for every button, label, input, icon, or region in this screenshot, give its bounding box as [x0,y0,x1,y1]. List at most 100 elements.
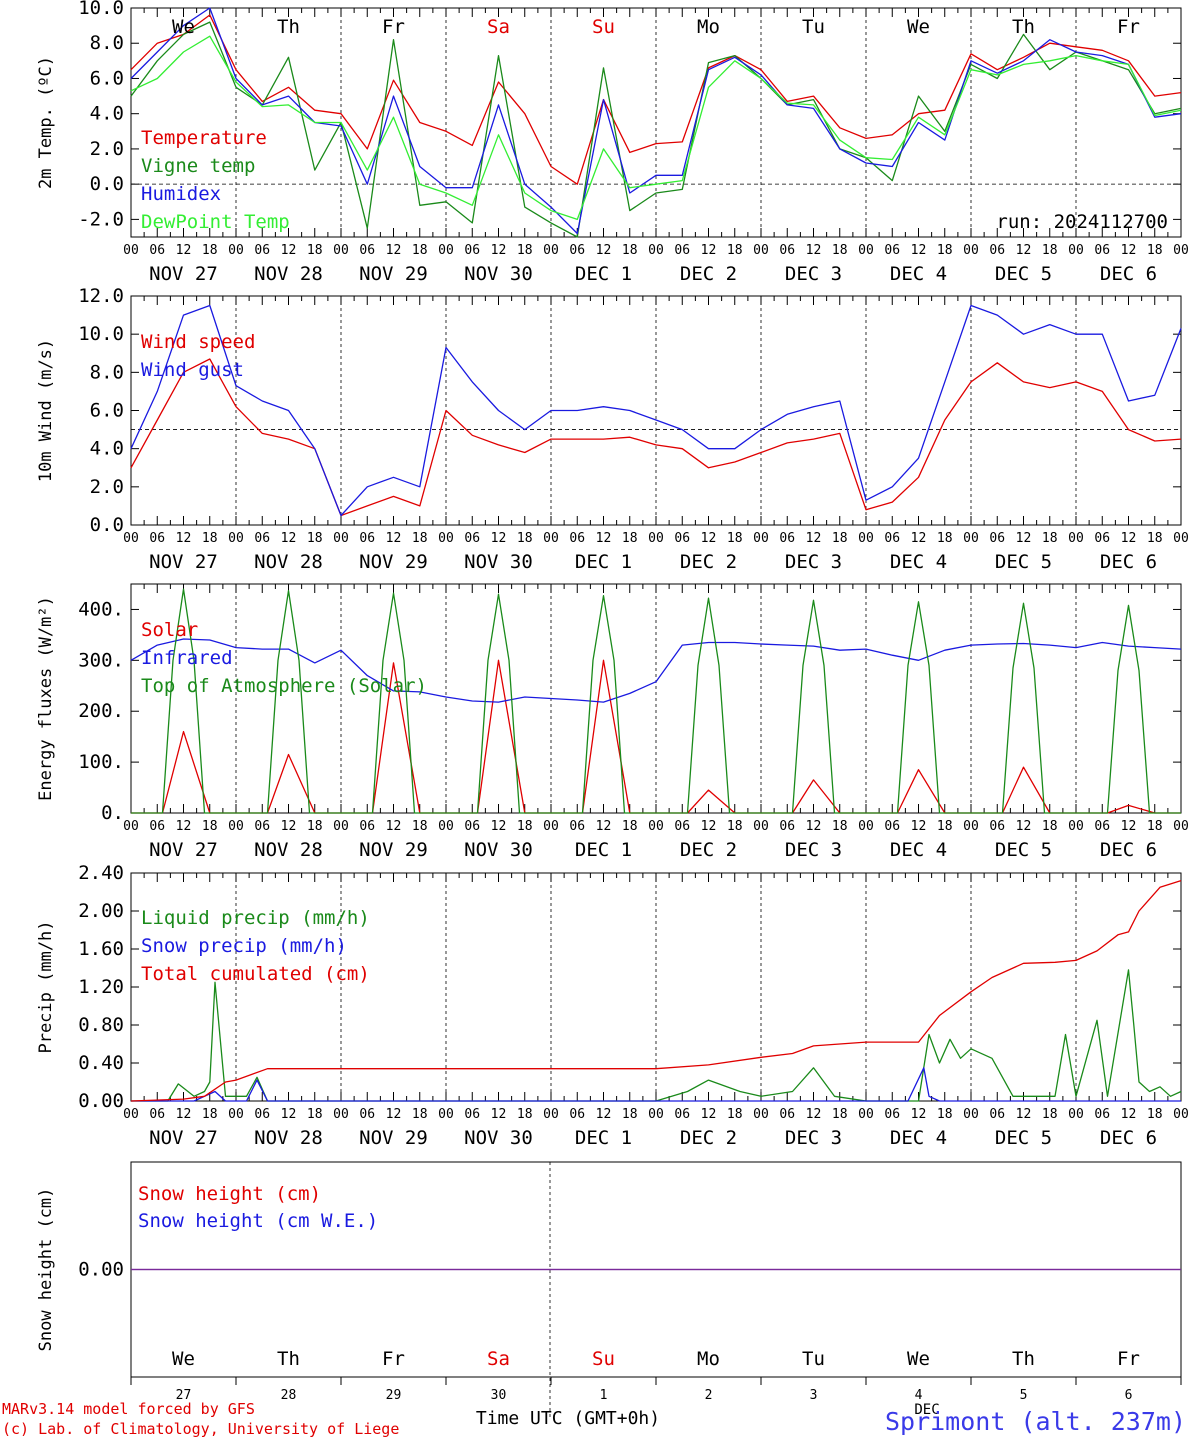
series-line [130,358,1182,517]
panel-temperature [130,7,1182,238]
hour-label: 18 [202,1107,218,1122]
hour-label: 00 [438,1107,454,1122]
bottom-day-number: 28 [281,1388,297,1403]
hour-label: 18 [937,531,953,546]
bottom-day-number: 29 [386,1388,402,1403]
hour-label: 18 [832,243,848,258]
hour-label: 06 [884,819,900,834]
hour-label: 06 [359,243,375,258]
hour-label: 00 [858,819,874,834]
hour-label: 06 [989,819,1005,834]
hour-label: 18 [412,819,428,834]
hour-label: 00 [858,1107,874,1122]
hour-label: 06 [464,1107,480,1122]
series-line [130,879,1182,1102]
hour-label: 12 [176,1107,192,1122]
y-axis-label: Precip (mm/h) [36,920,56,1053]
series-line [131,969,1182,1102]
date-label: DEC 4 [890,551,947,573]
date-label: DEC 4 [890,839,947,861]
hour-label: 00 [123,531,139,546]
hour-label: 00 [963,243,979,258]
hour-label: 00 [753,531,769,546]
hour-label: 18 [307,243,323,258]
hour-label: 18 [1147,531,1163,546]
station-name: Sprimont (alt. 237m) [885,1407,1186,1436]
hour-label: 00 [858,243,874,258]
legend-entry: Infrared [141,647,233,669]
hour-label: 06 [1094,1107,1110,1122]
hour-label: 12 [596,819,612,834]
hour-label: 18 [1042,819,1058,834]
hour-label: 18 [1147,1107,1163,1122]
hour-label: 18 [727,243,743,258]
legend-entry: Solar [141,619,198,641]
date-label: DEC 1 [575,1127,632,1149]
hour-label: 18 [832,1107,848,1122]
hour-label: 06 [1094,243,1110,258]
hour-label: 18 [832,819,848,834]
day-name: We [907,16,930,38]
date-label: NOV 29 [359,551,428,573]
day-name: Tu [802,16,825,38]
hour-label: 12 [281,531,297,546]
legend-entry: Total cumulated (cm) [141,963,370,985]
date-label: NOV 30 [464,263,533,285]
hour-label: 18 [202,531,218,546]
hour-label: 06 [674,1107,690,1122]
hour-label: 06 [359,531,375,546]
day-name: Th [1012,16,1035,38]
hour-label: 18 [622,1107,638,1122]
hour-label: 18 [412,531,428,546]
bottom-day-name: Th [1012,1348,1035,1370]
hour-label: 06 [569,531,585,546]
date-label: NOV 30 [464,839,533,861]
series-line [130,7,1182,235]
day-name: Sa [487,16,510,38]
hour-label: 12 [701,1107,717,1122]
series-line [130,14,1182,185]
hour-label: 00 [753,243,769,258]
date-label: DEC 1 [575,263,632,285]
hour-label: 12 [806,1107,822,1122]
hour-label: 00 [648,1107,664,1122]
date-label: NOV 29 [359,1127,428,1149]
date-label: NOV 30 [464,1127,533,1149]
hour-label: 12 [701,243,717,258]
hour-label: 00 [963,531,979,546]
date-label: NOV 30 [464,551,533,573]
hour-label: 00 [648,531,664,546]
legend-entry: Temperature [141,127,267,149]
y-tick-label: 8.0 [90,361,124,383]
bottom-day-number: 3 [810,1388,818,1403]
y-tick-label: 300. [78,649,124,671]
y-tick-label: 0.00 [78,1090,124,1112]
hour-label: 06 [884,243,900,258]
hour-label: 18 [307,819,323,834]
y-tick-label: 2.40 [78,862,124,884]
panel-precip [130,872,1182,1102]
hour-label: 06 [1094,819,1110,834]
date-label: DEC 1 [575,839,632,861]
hour-label: 00 [858,531,874,546]
y-tick-label: 0.0 [90,173,124,195]
date-label: DEC 6 [1100,1127,1157,1149]
hour-label: 00 [1068,243,1084,258]
hour-label: 00 [543,531,559,546]
date-label: DEC 5 [995,1127,1052,1149]
hour-label: 00 [228,243,244,258]
hour-label: 00 [543,1107,559,1122]
hour-label: 06 [254,243,270,258]
hour-label: 00 [228,1107,244,1122]
date-label: NOV 28 [254,263,323,285]
legend-entry: Humidex [141,183,221,205]
hour-label: 00 [123,243,139,258]
hour-label: 06 [884,531,900,546]
y-tick-label: 1.20 [78,976,124,998]
hour-label: 00 [1068,531,1084,546]
hour-label: 06 [149,243,165,258]
y-tick-label: 10.0 [78,323,124,345]
hour-label: 00 [1068,819,1084,834]
footer-model: MARv3.14 model forced by GFS [2,1400,255,1418]
